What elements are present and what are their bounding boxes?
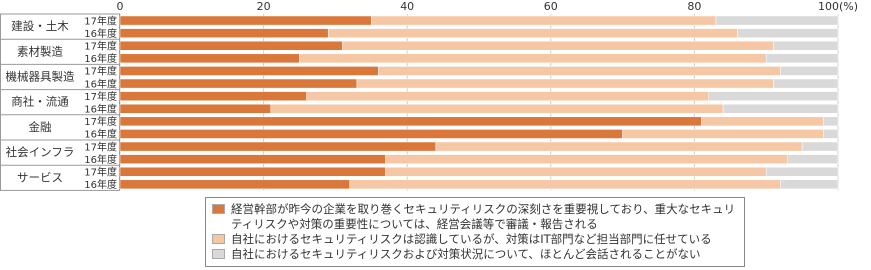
legend-swatch [212,204,225,214]
bar-segment [622,129,824,139]
bar-segment [435,141,803,152]
bar-segment [356,78,774,89]
legend-swatch [212,234,225,244]
group-label: 機械器具製造 [6,70,75,84]
bar-segment [701,116,824,127]
bar-segment [349,179,781,190]
chart: 0 20 40 60 80 100(%) 建設・土木素材製造機械器具製造商社・流通金融社会イ… [0,0,858,191]
y-tick-label: 16年度 [84,52,117,65]
legend: 経営幹部が昨今の企業を取り巻くセキュリティリスクの深刻さを重要視しており、重大な… [205,197,745,267]
y-tick-label: 17年度 [84,115,117,128]
y-tick-label: 16年度 [84,77,117,90]
legend-item: 経営幹部が昨今の企業を取り巻くセキュリティリスクの深刻さを重要視しており、重大な… [212,202,738,232]
bar-segment [737,28,839,38]
bar-segment [342,40,774,51]
bar-segment [773,78,839,89]
bar-segment [119,154,386,164]
group-label: 商社・流通 [11,95,69,109]
bar-segment [823,116,839,127]
group-label: 社会インフラ [6,145,75,159]
bar-segment [765,166,839,177]
bar-segment [119,179,351,190]
group-label: 建設・土木 [11,19,69,33]
y-tick-label: 17年度 [84,40,117,53]
bar-segment [299,53,767,64]
bar-segment [119,129,623,139]
bar-segment [787,154,839,164]
legend-swatch [212,249,225,259]
legend-item: 自社におけるセキュリティリスクは認識しているが、対策はIT部門など担当部門に任せ… [212,232,738,247]
x-tick-label: 80 [687,0,701,13]
group-label: 金融 [29,120,52,134]
x-tick-label: 40 [400,0,414,13]
bar-segment [119,103,272,114]
bar-segment [780,179,839,190]
bar-segment [385,154,788,164]
bar-segment [715,15,839,26]
bar-segment [780,66,839,76]
group-label: 素材製造 [17,44,63,58]
y-tick-label: 17年度 [84,140,117,153]
y-tick-label: 16年度 [84,103,117,116]
x-tick-label: 100(%) [818,0,858,13]
x-tick-label: 60 [544,0,558,13]
x-tick-label: 20 [257,0,271,13]
bar-segment [119,91,307,101]
y-tick-label: 17年度 [84,65,117,78]
bar-segment [801,141,839,152]
bar-segment [306,91,710,101]
label-frame [0,13,120,191]
bar-segment [119,78,358,89]
bar-segment [119,28,329,38]
group-label: サービス [17,170,63,184]
bar-segment [385,166,767,177]
y-tick-label: 17年度 [84,166,117,179]
bar-segment [722,103,839,114]
bar-segment [823,129,839,139]
bar-segment [119,15,372,26]
bar-segment [119,66,379,76]
y-tick-label: 16年度 [84,27,117,40]
bar-segment [765,53,839,64]
legend-label: 自社におけるセキュリティリスクは認識しているが、対策はIT部門など担当部門に任せ… [231,232,712,246]
bar-segment [327,28,738,38]
bar-segment [708,91,839,101]
legend-item: 自社におけるセキュリティリスクおよび対策状況について、ほとんど会話されることがな… [212,247,738,262]
bar-segment [119,53,300,64]
bar-segment [119,141,437,152]
y-tick-label: 16年度 [84,178,117,191]
y-tick-label: 16年度 [84,128,117,141]
bar-segment [773,40,839,51]
legend-label: 経営幹部が昨今の企業を取り巻くセキュリティリスクの深刻さを重要視しており、重大な… [231,202,736,231]
bar-segment [119,40,343,51]
bar-segment [371,15,717,26]
y-tick-label: 17年度 [84,14,117,27]
bar-segment [270,103,724,114]
x-tick-label: 0 [117,0,124,13]
bar-segment [119,116,702,127]
legend-label: 自社におけるセキュリティリスクおよび対策状況について、ほとんど会話されることがな… [231,247,701,261]
y-tick-label: 16年度 [84,153,117,166]
bar-segment [119,166,386,177]
bar-segment [378,66,781,76]
y-tick-label: 17年度 [84,90,117,103]
